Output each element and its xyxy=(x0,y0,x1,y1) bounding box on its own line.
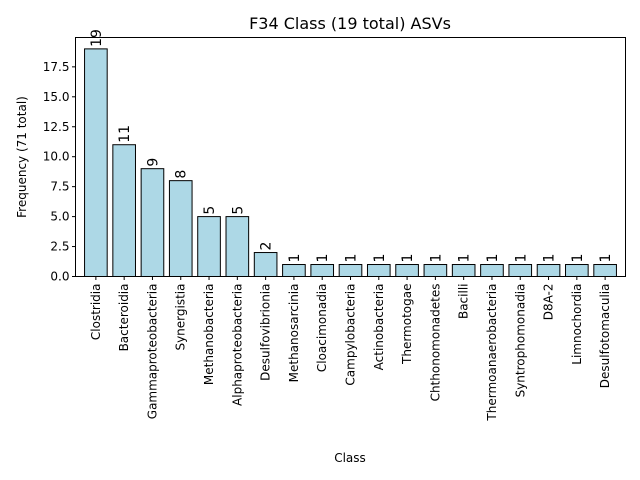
bar-value-label: 11 xyxy=(117,125,133,143)
bar-methanobacteria xyxy=(197,216,221,277)
bar-bacilli xyxy=(451,264,476,277)
y-tick-label: 0.0 xyxy=(50,270,69,284)
bar-bacteroidia xyxy=(112,144,136,277)
y-tick-label: 17.5 xyxy=(43,60,70,74)
y-axis-label: Frequency (71 total) xyxy=(15,96,29,218)
y-tick-label: 12.5 xyxy=(43,120,70,134)
bar-value-label: 1 xyxy=(598,254,614,263)
x-tick-label: Desulfovibrionia xyxy=(259,284,273,381)
bar-value-label: 1 xyxy=(457,254,473,263)
bar-gammaproteobacteria xyxy=(140,168,165,277)
x-axis-label: Class xyxy=(334,451,366,465)
bar-actinobacteria xyxy=(366,264,391,277)
bar-cloacimonadia xyxy=(310,264,335,277)
bar-value-label: 1 xyxy=(372,254,388,263)
bar-chthonomonadetes xyxy=(423,264,448,277)
bar-desulfotomaculia xyxy=(593,264,617,277)
y-tick-label: 5.0 xyxy=(50,210,69,224)
bar-campylobacteria xyxy=(338,264,363,277)
bar-alphaproteobacteria xyxy=(225,216,250,277)
bar-value-label: 2 xyxy=(259,242,275,251)
x-tick-label: Limnochordia xyxy=(570,284,584,365)
x-tick-label: Thermotogae xyxy=(400,284,414,365)
plot-frame xyxy=(75,37,626,277)
x-tick-label: Chthonomonadetes xyxy=(428,284,442,402)
x-tick-label: Methanosarcinia xyxy=(287,284,301,383)
x-tick-label: Actinobacteria xyxy=(372,284,386,371)
x-tick-label: Synergistia xyxy=(174,284,188,351)
x-tick-label: Campylobacteria xyxy=(344,284,358,386)
bar-synergistia xyxy=(168,180,193,277)
bar-value-label: 5 xyxy=(202,206,218,215)
bar-value-label: 1 xyxy=(287,254,303,263)
x-tick-label: Methanobacteria xyxy=(202,284,216,386)
y-tick-label: 10.0 xyxy=(43,150,70,164)
x-tick-label: Alphaproteobacteria xyxy=(230,284,244,406)
x-tick-label: D8A-2 xyxy=(542,284,556,321)
bar-clostridia xyxy=(84,48,108,277)
x-tick-label: Desulfotomaculia xyxy=(598,284,612,389)
y-axis-ticks: 0.0 2.5 5.0 7.5 10.0 12.5 15.0 17.5 xyxy=(43,60,76,284)
bar-value-label: 8 xyxy=(174,170,190,179)
bar-value-label: 1 xyxy=(570,254,586,263)
bar-value-label: 1 xyxy=(485,254,501,263)
y-tick-label: 15.0 xyxy=(43,90,70,104)
bar-value-label: 1 xyxy=(315,254,331,263)
bar-thermotogae xyxy=(395,264,419,277)
bar-methanosarcinia xyxy=(282,264,306,277)
y-tick-label: 2.5 xyxy=(50,240,69,254)
x-tick-label: Syntrophomonadia xyxy=(513,284,527,398)
bar-value-label: 1 xyxy=(400,254,416,263)
bars-group xyxy=(84,48,617,277)
x-tick-label: Bacteroidia xyxy=(117,284,131,352)
bar-limnochordia xyxy=(565,264,589,277)
bar-desulfovibrionia xyxy=(253,252,278,277)
bar-thermoanaerobacteria xyxy=(480,264,504,277)
x-tick-label: Gammaproteobacteria xyxy=(145,284,159,420)
bar-value-label: 9 xyxy=(145,158,161,167)
x-axis-ticks: Clostridia Bacteroidia Gammaproteobacteria… xyxy=(89,276,612,422)
bar-value-label: 1 xyxy=(542,254,558,263)
bar-value-label: 5 xyxy=(230,206,246,215)
x-tick-label: Thermoanaerobacteria xyxy=(485,284,499,422)
x-tick-label: Bacilli xyxy=(457,284,471,320)
bar-value-label: 1 xyxy=(513,254,529,263)
x-tick-label: Clostridia xyxy=(89,284,103,341)
x-tick-label: Cloacimonadia xyxy=(315,284,329,373)
bar-syntrophomonadia xyxy=(508,264,533,277)
bar-value-label: 1 xyxy=(428,254,444,263)
bar-value-label: 1 xyxy=(344,254,360,263)
chart-title: F34 Class (19 total) ASVs xyxy=(249,14,451,33)
y-tick-label: 7.5 xyxy=(50,180,69,194)
bar-d8a-2 xyxy=(536,264,561,277)
